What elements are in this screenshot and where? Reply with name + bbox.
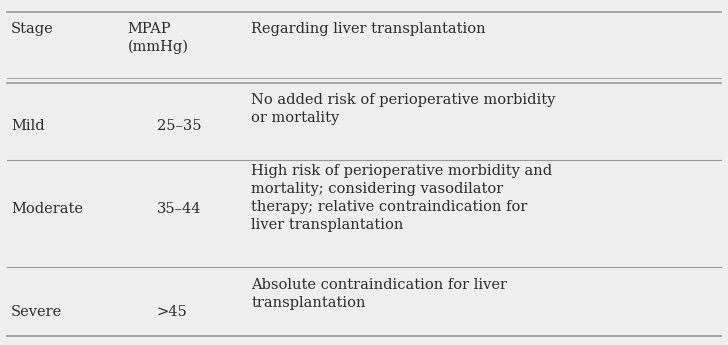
Text: Stage: Stage: [11, 22, 54, 37]
Text: Severe: Severe: [11, 305, 62, 319]
Text: Regarding liver transplantation: Regarding liver transplantation: [251, 22, 486, 37]
Text: Moderate: Moderate: [11, 202, 83, 216]
Text: 35–44: 35–44: [157, 202, 201, 216]
Text: Mild: Mild: [11, 119, 44, 133]
Text: 25–35: 25–35: [157, 119, 201, 133]
Text: No added risk of perioperative morbidity
or mortality: No added risk of perioperative morbidity…: [251, 93, 555, 125]
Text: Absolute contraindication for liver
transplantation: Absolute contraindication for liver tran…: [251, 278, 507, 310]
Text: High risk of perioperative morbidity and
mortality; considering vasodilator
ther: High risk of perioperative morbidity and…: [251, 164, 553, 233]
Text: MPAP
(mmHg): MPAP (mmHg): [127, 22, 189, 54]
Text: >45: >45: [157, 305, 187, 319]
